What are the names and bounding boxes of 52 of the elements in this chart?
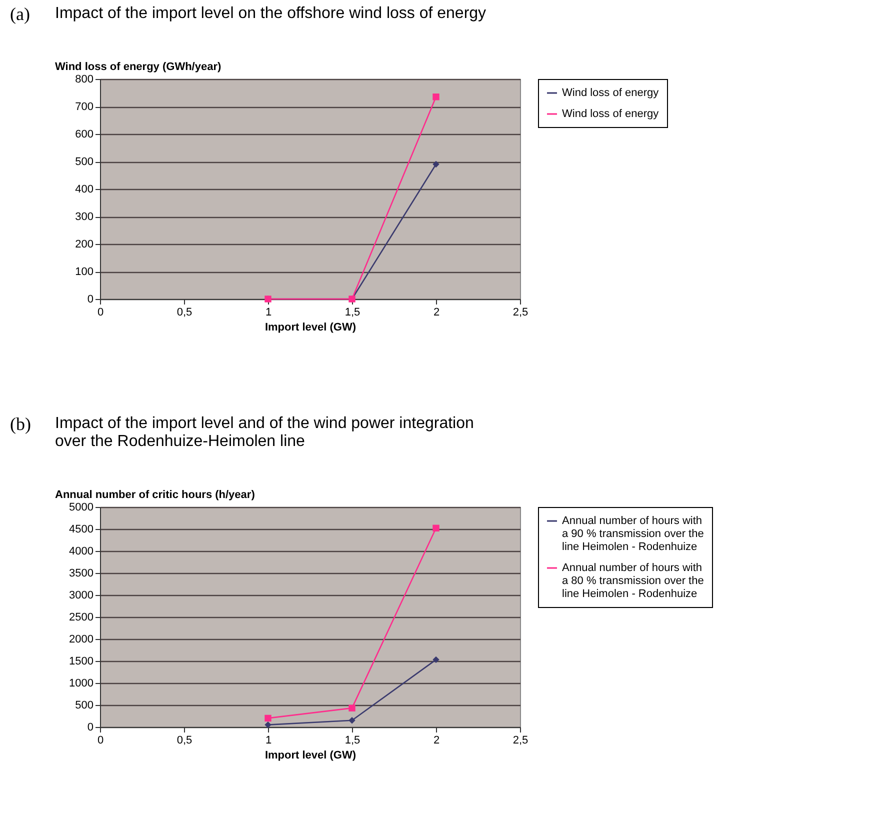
point [432,94,440,100]
y-tick-label: 100 [75,266,94,278]
point [432,160,440,168]
y-tick-label: 1500 [69,656,94,668]
x-tick-label: 2,5 [512,306,528,318]
legend-label: Wind loss of energy [562,87,660,99]
x-tick-label: 0,5 [176,734,192,746]
y-tick-label: 800 [75,74,94,86]
y-tick-label: 0 [87,294,94,306]
x-tick-label: 2 [433,734,440,746]
chart-title: Impact of the import level on the offshore wind loss of energy [55,5,486,22]
y-tick-label: 500 [75,156,94,168]
y-tick-label: 2000 [69,634,94,646]
y-tick-label: 2500 [69,612,94,624]
x-tick-label: 1 [265,734,272,746]
point [264,721,272,728]
y-tick-label: 5000 [69,502,94,514]
x-axis-title: Import level (GW) [264,750,356,762]
point [432,656,440,664]
x-tick-label: 0,5 [176,306,192,318]
x-tick-label: 1,5 [344,734,360,746]
y-tick-label: 400 [75,184,94,196]
y-tick-label: 500 [75,700,94,712]
y-tick-label: 3000 [69,590,94,602]
y-tick-label: 1000 [69,678,94,690]
x-tick-label: 2,5 [512,734,528,746]
x-tick-label: 0 [97,306,104,318]
x-tick-label: 1 [265,306,272,318]
chart-title: Impact of the import level and of the wind power integration over the Rodenhuize-Heimolen line [55,415,474,450]
y-tick-label: 600 [75,128,94,140]
y-tick-label: 700 [75,101,94,113]
y-tick-label: 3500 [69,568,94,580]
x-tick-label: 0 [97,734,104,746]
legend-label: Annual number of hours with a 90 % transmission over the line Heimolen - Rodenhuize [562,515,704,553]
point [264,714,272,722]
x-tick-label: 2 [433,306,440,318]
y-tick-label: 200 [75,238,94,250]
y-tick-label: 300 [75,211,94,223]
legend-label: Wind loss of energy [562,108,660,120]
x-tick-label: 1,5 [344,306,360,318]
y-axis-title: Wind loss of energy (GWh/year) [55,61,222,73]
text: (a) [10,4,30,25]
y-tick-label: 4000 [69,546,94,558]
point [348,717,356,724]
point [348,704,356,712]
point [432,524,440,532]
legend-label: Annual number of hours with a 80 % transmission over the line Heimolen - Rodenhuize [562,562,704,600]
y-tick-label: 0 [87,722,94,734]
x-axis-title: Import level (GW) [264,322,356,334]
y-tick-label: 4500 [69,524,94,536]
text: (b) [10,414,31,435]
y-axis-title: Annual number of critic hours (h/year) [55,489,256,501]
